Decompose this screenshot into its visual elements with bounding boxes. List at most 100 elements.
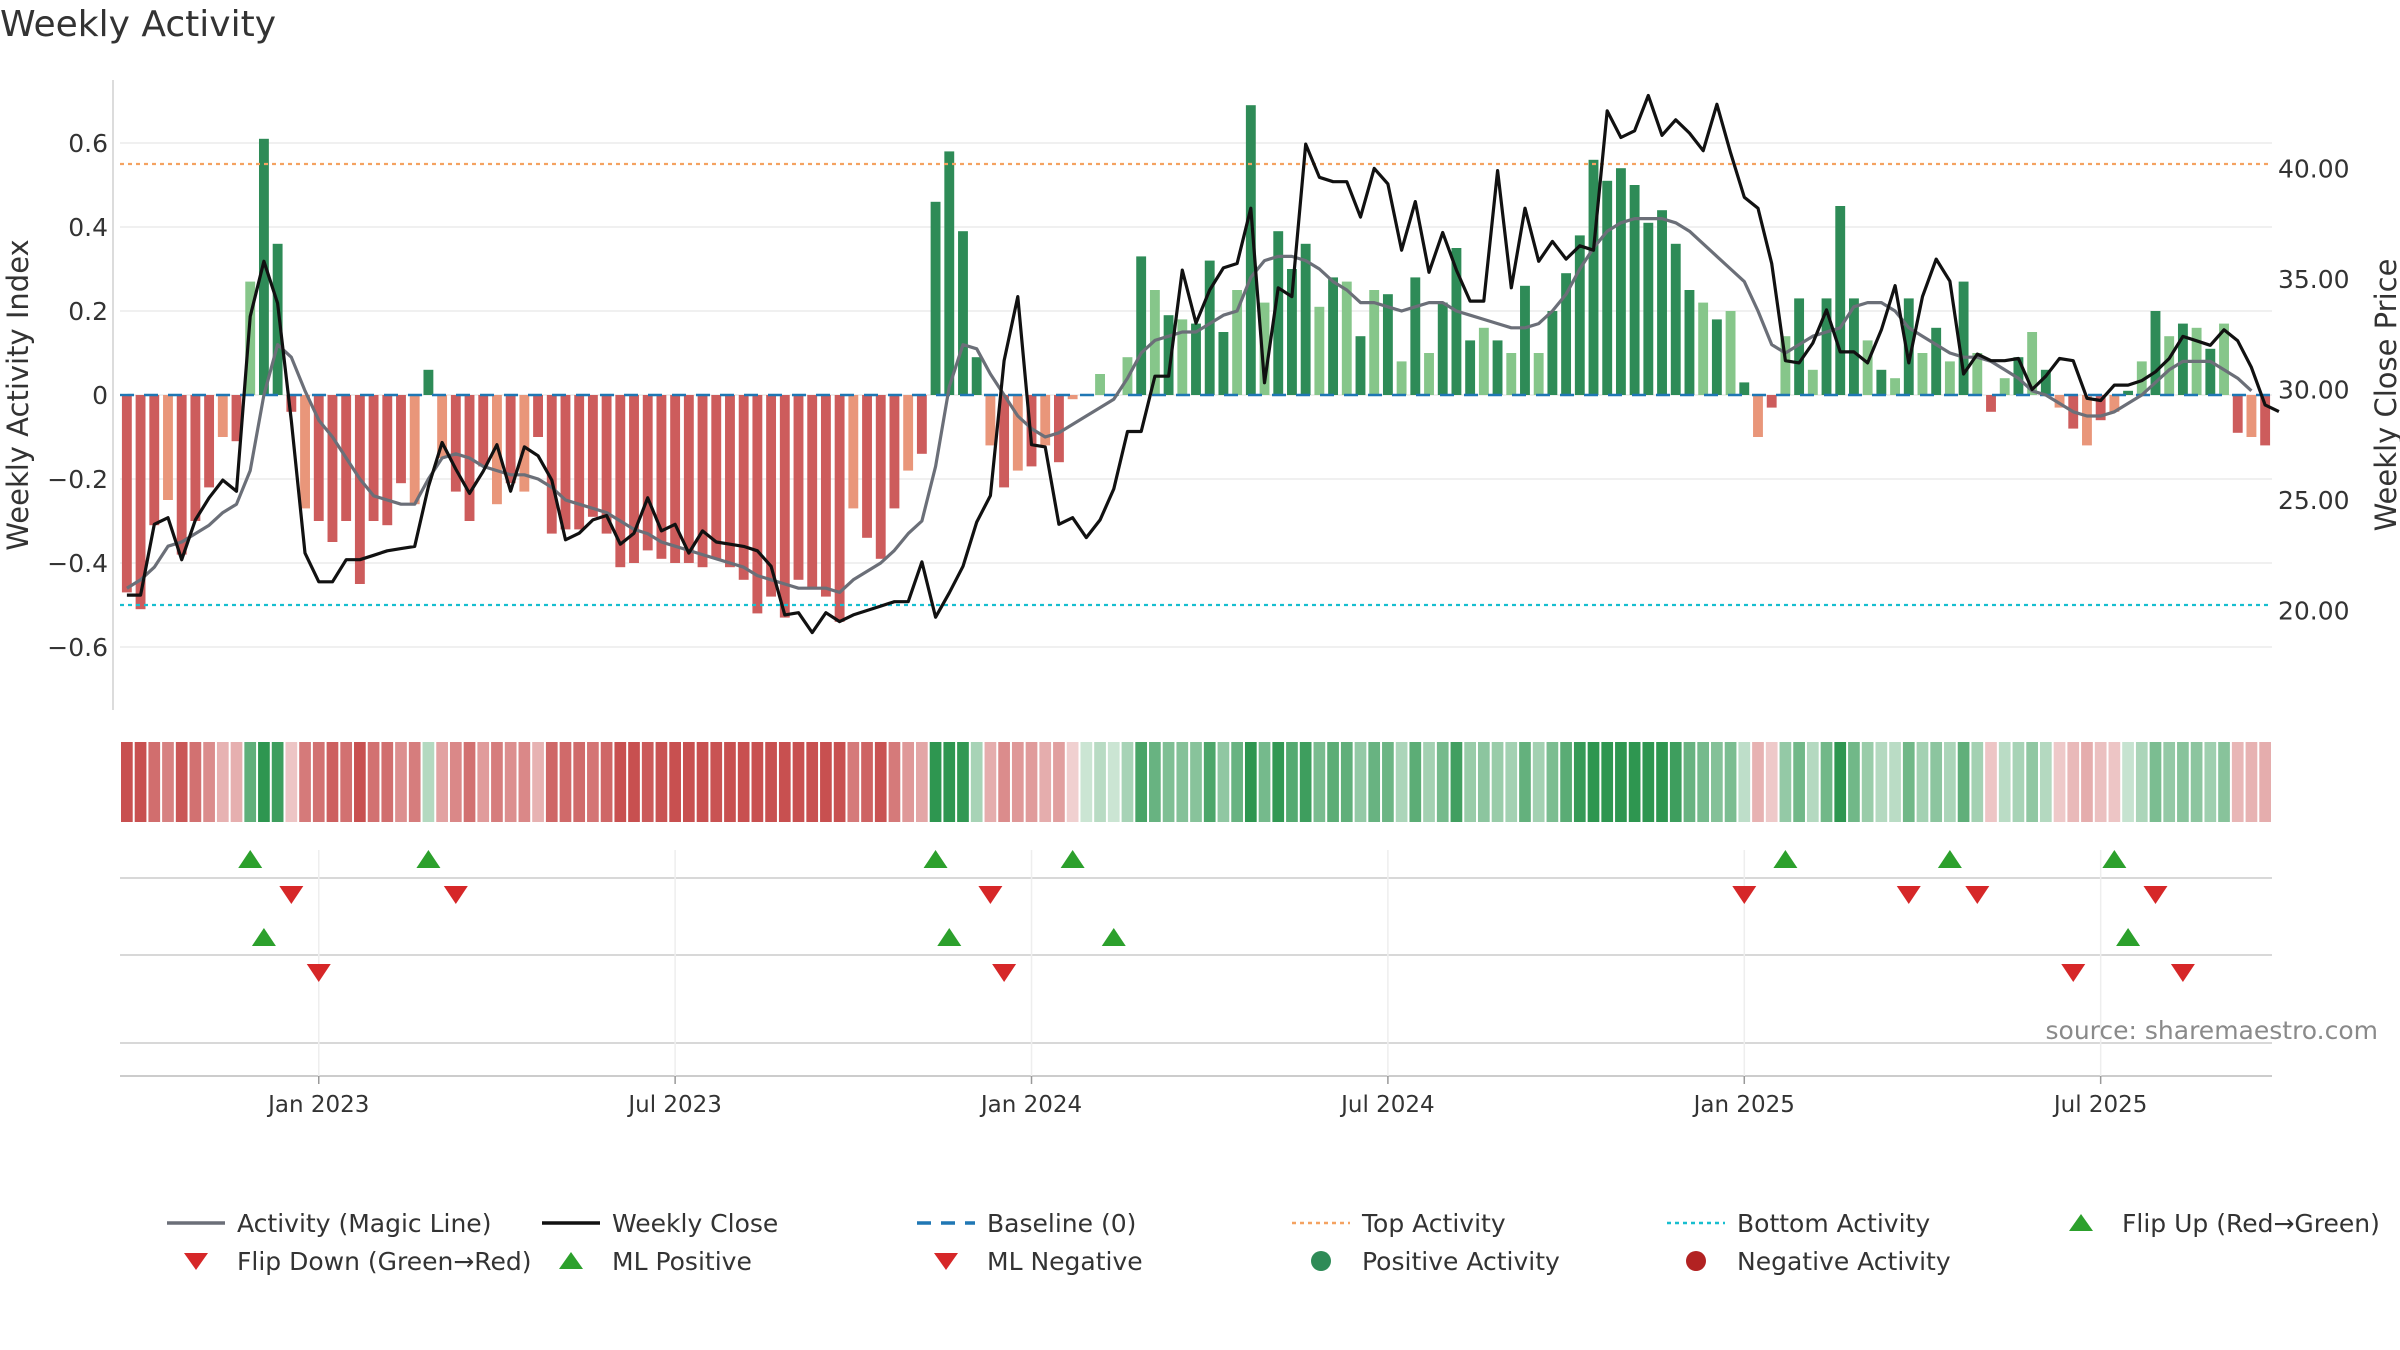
activity-bar [1615, 168, 1626, 395]
heat-cell [1025, 742, 1038, 822]
activity-bar [245, 281, 256, 395]
heat-cell [271, 742, 284, 822]
activity-bar [1273, 231, 1284, 395]
heat-cell [1724, 742, 1737, 822]
heat-cell [1985, 742, 1997, 822]
y-axis-ticks: 0.6 0.4 0.2 0 −0.2 −0.4 −0.6 [47, 129, 108, 662]
activity-bar [1451, 248, 1462, 395]
heat-cell [312, 742, 325, 822]
activity-bar [862, 395, 872, 538]
x-axis-ticks: Jan 2023 Jul 2023 Jan 2024 Jul 2024 Jan 2025… [266, 1076, 2147, 1118]
heat-cell [998, 742, 1010, 822]
heat-cell [1711, 742, 1723, 822]
activity-bar [889, 395, 900, 509]
heat-cell [2122, 742, 2134, 822]
activity-bar [2177, 323, 2188, 395]
ml-negative-marker [306, 964, 331, 982]
heat-cell [1861, 742, 1874, 822]
heat-cell [2190, 742, 2203, 822]
heat-cell [1107, 742, 1120, 822]
y-tick-label: 0.6 [68, 129, 108, 158]
activity-bar [313, 395, 324, 521]
activity-bar [2123, 390, 2134, 395]
activity-bar [779, 395, 790, 618]
activity-bar [834, 395, 845, 622]
activity-bar [1602, 180, 1613, 395]
heat-cell [230, 742, 243, 822]
heat-cell [162, 742, 174, 822]
flip-up-marker [1773, 850, 1798, 868]
heat-cell [1340, 742, 1353, 822]
activity-bar [2054, 395, 2065, 408]
heat-cell [1902, 742, 1915, 822]
y2-tick-label: 20.00 [2278, 597, 2350, 626]
heat-cell [203, 742, 215, 822]
heat-cell [751, 742, 764, 822]
heat-cell [1080, 742, 1093, 822]
signal-markers [120, 850, 2272, 1077]
y-tick-label: 0 [92, 381, 108, 410]
heat-cell [641, 742, 654, 822]
activity-bar [204, 395, 215, 488]
activity-bar [985, 395, 996, 446]
heat-cell [1477, 742, 1490, 822]
activity-bar [1972, 353, 1983, 395]
heat-cell [1587, 742, 1600, 822]
activity-bar [1574, 235, 1585, 395]
activity-bar [135, 395, 146, 610]
activity-bar [958, 231, 968, 395]
x-tick-label: Jul 2023 [626, 1092, 722, 1118]
heat-cell [1998, 742, 2011, 822]
heat-cell [121, 742, 133, 822]
activity-bar [1245, 105, 1256, 395]
heat-cell [614, 742, 627, 822]
activity-bar [1903, 298, 1914, 395]
activity-bar [505, 395, 516, 484]
activity-bar [149, 395, 160, 526]
ml-positive-marker [937, 928, 962, 946]
heat-cell [833, 742, 846, 822]
heat-cell [1272, 742, 1285, 822]
activity-bar [2219, 323, 2229, 395]
activity-bar [848, 395, 859, 509]
heat-cell [1258, 742, 1271, 822]
heat-cell [1382, 742, 1394, 822]
heat-cell [1176, 742, 1189, 822]
heat-cell [1957, 742, 1970, 822]
heat-cell [929, 742, 942, 822]
activity-bar [1753, 395, 1763, 437]
ml-negative-marker [2170, 964, 2195, 982]
heat-cell [1423, 742, 1435, 822]
heat-cell [2259, 742, 2271, 822]
heat-cell [943, 742, 956, 822]
y2-axis-ticks: 40.00 35.00 30.00 25.00 20.00 [2278, 154, 2350, 625]
activity-bar [793, 395, 804, 580]
heat-cell [326, 742, 339, 822]
heat-cell [682, 742, 695, 822]
activity-bar [971, 357, 982, 395]
activity-bar [1465, 340, 1476, 395]
activity-bar [1670, 243, 1681, 395]
heat-cell [1066, 742, 1079, 822]
heat-cell [710, 742, 723, 822]
activity-bar [574, 395, 585, 530]
heat-cell [381, 742, 394, 822]
ml-negative-marker [992, 964, 1017, 982]
heat-cell [1149, 742, 1161, 822]
y2-tick-label: 40.00 [2278, 154, 2350, 183]
activity-bar [1040, 395, 1051, 446]
activity-bar [1369, 290, 1380, 395]
heat-cell [1217, 742, 1230, 822]
activity-bar [560, 395, 571, 530]
heat-cell [1793, 742, 1805, 822]
heat-cell [1875, 742, 1888, 822]
activity-bar [738, 395, 749, 580]
heat-cell [2053, 742, 2066, 822]
activity-bar [1657, 210, 1667, 395]
heat-cell [1011, 742, 1024, 822]
activity-bar [2109, 395, 2120, 412]
activity-bar [1890, 378, 1900, 395]
activity-bar [1561, 273, 1572, 395]
activity-bar [1300, 243, 1311, 395]
flip-down-marker [1896, 886, 1921, 904]
